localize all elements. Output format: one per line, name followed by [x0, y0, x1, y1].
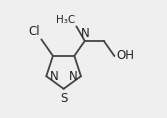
- Text: Cl: Cl: [28, 25, 40, 38]
- Text: N: N: [69, 70, 78, 83]
- Text: N: N: [80, 27, 89, 40]
- Text: N: N: [50, 70, 58, 83]
- Text: S: S: [60, 92, 67, 105]
- Text: OH: OH: [116, 49, 134, 62]
- Text: H₃C: H₃C: [56, 15, 75, 25]
